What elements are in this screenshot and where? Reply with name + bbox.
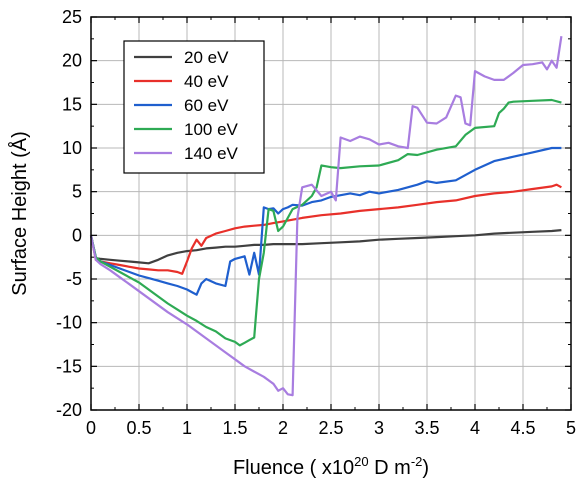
y-tick-label: 25 [62, 7, 82, 27]
x-tick-label: 0 [86, 418, 96, 438]
series-lines [89, 36, 563, 397]
series-line [89, 98, 562, 347]
legend-box [123, 40, 265, 174]
legend-label: 100 eV [184, 120, 239, 139]
y-tick-label: 10 [62, 138, 82, 158]
y-axis-title: Surface Height (Å) [8, 131, 31, 296]
legend-label: 20 eV [184, 48, 229, 67]
y-tick-label: 5 [72, 182, 82, 202]
x-axis-title: Fluence ( x1020 D m-2) [233, 454, 429, 479]
y-tick-labels: -20 -15 -10 -5 0 5 10 15 20 25 [56, 7, 82, 420]
axis-ticks [90, 16, 572, 411]
x-tick-label: 3.5 [414, 418, 439, 438]
y-tick-label: -5 [66, 269, 82, 289]
y-tick-label: 15 [62, 94, 82, 114]
x-tick-labels: 0 0.5 1 1.5 2 2.5 3 3.5 4 4.5 5 [86, 418, 576, 438]
x-tick-label: 3 [374, 418, 384, 438]
y-tick-label: 0 [72, 225, 82, 245]
legend-label: 60 eV [184, 96, 229, 115]
x-tick-label: 0.5 [126, 418, 151, 438]
y-tick-label: -20 [56, 400, 82, 420]
legend-label: 140 eV [184, 144, 239, 163]
x-tick-label: 1.5 [222, 418, 247, 438]
x-tick-label: 4.5 [510, 418, 535, 438]
x-tick-label: 5 [566, 418, 576, 438]
x-tick-label: 1 [182, 418, 192, 438]
legend-label: 40 eV [184, 72, 229, 91]
series-line [89, 183, 562, 275]
legend: 20 eV 40 eV 60 eV 100 eV 140 eV [123, 40, 265, 174]
x-tick-label: 2 [278, 418, 288, 438]
series-line [89, 229, 562, 265]
y-tick-label: -10 [56, 313, 82, 333]
x-tick-label: 2.5 [318, 418, 343, 438]
y-tick-label: -15 [56, 356, 82, 376]
series-line [89, 36, 563, 397]
x-tick-label: 4 [470, 418, 480, 438]
y-tick-label: 20 [62, 51, 82, 71]
